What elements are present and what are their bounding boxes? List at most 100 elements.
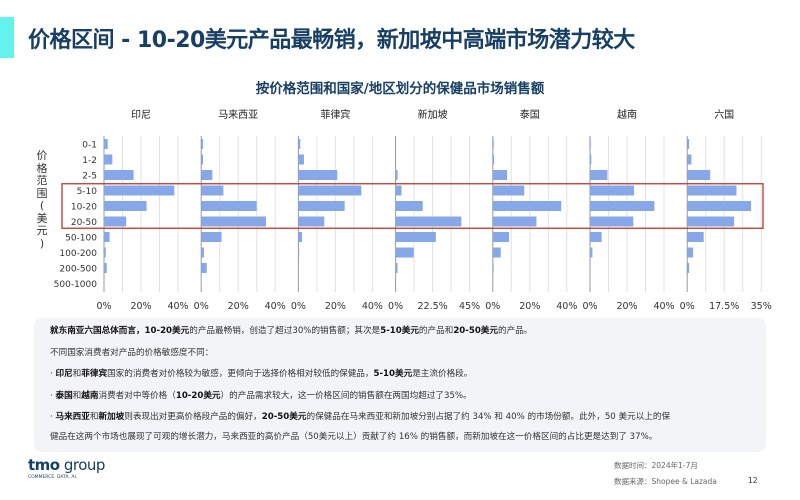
bar-越南-50-100 xyxy=(590,232,602,242)
bar-泰国-100-200 xyxy=(492,247,501,258)
bar-六国-10-20 xyxy=(687,201,752,211)
insight-segment: 的产品。 xyxy=(498,326,533,336)
logo-tagline: COMMERCE. DATA. AI. xyxy=(28,475,78,480)
insight-segment: 5-10美元 xyxy=(373,369,413,379)
insight-segment: 和 xyxy=(72,391,82,401)
title-accent-bar xyxy=(0,17,14,58)
bar-印尼-50-100 xyxy=(104,232,110,242)
bar-印尼-2-5 xyxy=(104,170,134,180)
tick-label: 0% xyxy=(291,301,306,312)
highlight-box xyxy=(61,183,764,229)
bar-印尼-5-10 xyxy=(104,185,175,196)
bar-马来西亚-10-20 xyxy=(201,201,257,211)
tick-label: 20% xyxy=(130,301,151,312)
chart-title: 按价格范围和国家/地区划分的保健品市场销售额 xyxy=(255,81,545,97)
bar-印尼-10-20 xyxy=(104,201,147,211)
tick-label: 0% xyxy=(582,301,597,312)
insight-segment: 国家的消费者对价格较为敏感，更倾向于选择价格相对较低的保健品， xyxy=(107,369,374,379)
category-label: 20-50 xyxy=(71,218,97,228)
tick-label: 35% xyxy=(751,301,772,312)
insight-segment: 泰国 xyxy=(55,391,73,401)
category-label: 1-2 xyxy=(82,156,97,166)
insight-segment: 10-20美元 xyxy=(144,326,190,336)
insight-line: 就东南亚六国总体而言，10-20美元的产品最畅销，创造了超过30%的销售额；其次… xyxy=(50,324,532,336)
logo-brand: tmo xyxy=(28,456,60,474)
tick-label: 20% xyxy=(519,301,540,312)
page-title: 价格区间 - 10-20美元产品最畅销，新加坡中高端市场潜力较大 xyxy=(28,28,635,53)
insight-segment: 5-10美元 xyxy=(380,326,419,336)
insight-segment: 20-50美元 xyxy=(261,412,307,422)
category-label: 5-10 xyxy=(77,187,98,197)
insight-segment: 20-50美元 xyxy=(453,326,498,336)
category-label: 100-200 xyxy=(59,249,97,259)
tick-label: 20% xyxy=(325,301,346,312)
tick-label: 45% xyxy=(459,301,480,312)
insight-line: · 泰国和越南消费者对中等价格（10-20美元）的产品需求较大，这一价格区间的销… xyxy=(50,389,472,401)
bar-印尼-200-500 xyxy=(104,263,107,273)
panel-title: 新加坡 xyxy=(418,108,448,121)
bar-六国-1-2 xyxy=(687,154,692,165)
insight-segment: 和 xyxy=(72,369,82,379)
insight-line: · 印尼和菲律宾国家的消费者对价格较为敏感，更倾向于选择价格相对较低的保健品，5… xyxy=(50,367,472,379)
bar-泰国-200-500 xyxy=(492,263,494,273)
tick-label: 0% xyxy=(194,301,209,312)
y-axis-title: 价格范围(美元) xyxy=(36,149,48,250)
bar-马来西亚-200-500 xyxy=(201,263,207,273)
tick-label: 40% xyxy=(362,301,383,312)
bar-新加坡-10-20 xyxy=(395,201,423,211)
tick-label: 20% xyxy=(616,301,637,312)
bar-马来西亚-1-2 xyxy=(201,154,204,165)
bar-菲律宾-50-100 xyxy=(298,232,303,242)
bar-越南-5-10 xyxy=(590,185,635,196)
insight-segment: 菲律宾 xyxy=(81,369,108,379)
bar-六国-0-1 xyxy=(687,139,690,149)
panel-title: 六国 xyxy=(714,109,734,121)
bar-新加坡-20-50 xyxy=(395,216,462,227)
insight-line: 健品在这两个市场也展现了可观的增长潜力，马来西亚的高价产品（50美元以上）贡献了… xyxy=(50,430,657,442)
bar-新加坡-100-200 xyxy=(395,247,414,258)
bar-菲律宾-100-200 xyxy=(298,247,300,258)
bar-印尼-20-50 xyxy=(104,216,127,227)
bar-菲律宾-1-2 xyxy=(298,154,304,165)
insight-segment: 的保健品在马来西亚和新加坡分别占据了约 34% 和 40% 的市场份额。此外，5… xyxy=(306,412,671,422)
category-label: 500-1000 xyxy=(54,280,98,290)
bar-新加坡-50-100 xyxy=(395,232,436,242)
insight-segment: 的产品最畅销，创造了超过30%的销售额；其次是 xyxy=(189,326,381,336)
tick-label: 17.5% xyxy=(709,301,739,312)
bar-泰国-1-2 xyxy=(492,154,495,165)
insight-segment: 印尼 xyxy=(55,369,73,379)
tick-label: 40% xyxy=(556,301,577,312)
bar-马来西亚-5-10 xyxy=(201,185,224,196)
bar-泰国-2-5 xyxy=(492,170,508,180)
bar-越南-20-50 xyxy=(590,216,634,227)
bar-chart: 0-1 1-2 2-5 5-10 10-20 20-50 50-100 100-200 200-… xyxy=(54,108,772,312)
insight-line: · 马来西亚和新加坡则表现出对更高价格段产品的偏好，20-50美元的保健品在马来… xyxy=(50,410,670,422)
tick-label: 20% xyxy=(228,301,249,312)
bar-越南-1-2 xyxy=(590,154,592,165)
insight-segment: 不同国家消费者对产品的价格敏感度不同： xyxy=(50,348,214,358)
category-label: 50-100 xyxy=(65,234,97,244)
bar-印尼-1-2 xyxy=(104,154,113,165)
bar-菲律宾-0-1 xyxy=(298,139,301,149)
bar-印尼-100-200 xyxy=(104,247,106,258)
panel-title: 越南 xyxy=(617,108,637,121)
bar-菲律宾-10-20 xyxy=(298,201,345,211)
panel-title: 马来西亚 xyxy=(218,109,258,121)
bar-泰国-10-20 xyxy=(492,201,562,211)
insight-segment: · xyxy=(50,391,56,401)
category-label: 2-5 xyxy=(82,172,97,182)
insights-panel xyxy=(34,318,766,452)
insight-segment: 越南 xyxy=(81,391,99,401)
bar-泰国-0-1 xyxy=(492,139,494,149)
tick-label: 0% xyxy=(485,301,500,312)
tick-label: 40% xyxy=(653,301,674,312)
bar-六国-100-200 xyxy=(687,247,694,258)
bar-六国-200-500 xyxy=(687,263,690,273)
bar-菲律宾-2-5 xyxy=(298,170,338,180)
tick-label: 40% xyxy=(167,301,188,312)
bar-马来西亚-20-50 xyxy=(201,216,266,227)
insight-segment: 马来西亚 xyxy=(55,412,90,422)
insight-segment: 就东南亚六国总体而言， xyxy=(50,326,145,336)
bar-印尼-0-1 xyxy=(104,139,108,149)
bar-泰国-20-50 xyxy=(492,216,537,227)
